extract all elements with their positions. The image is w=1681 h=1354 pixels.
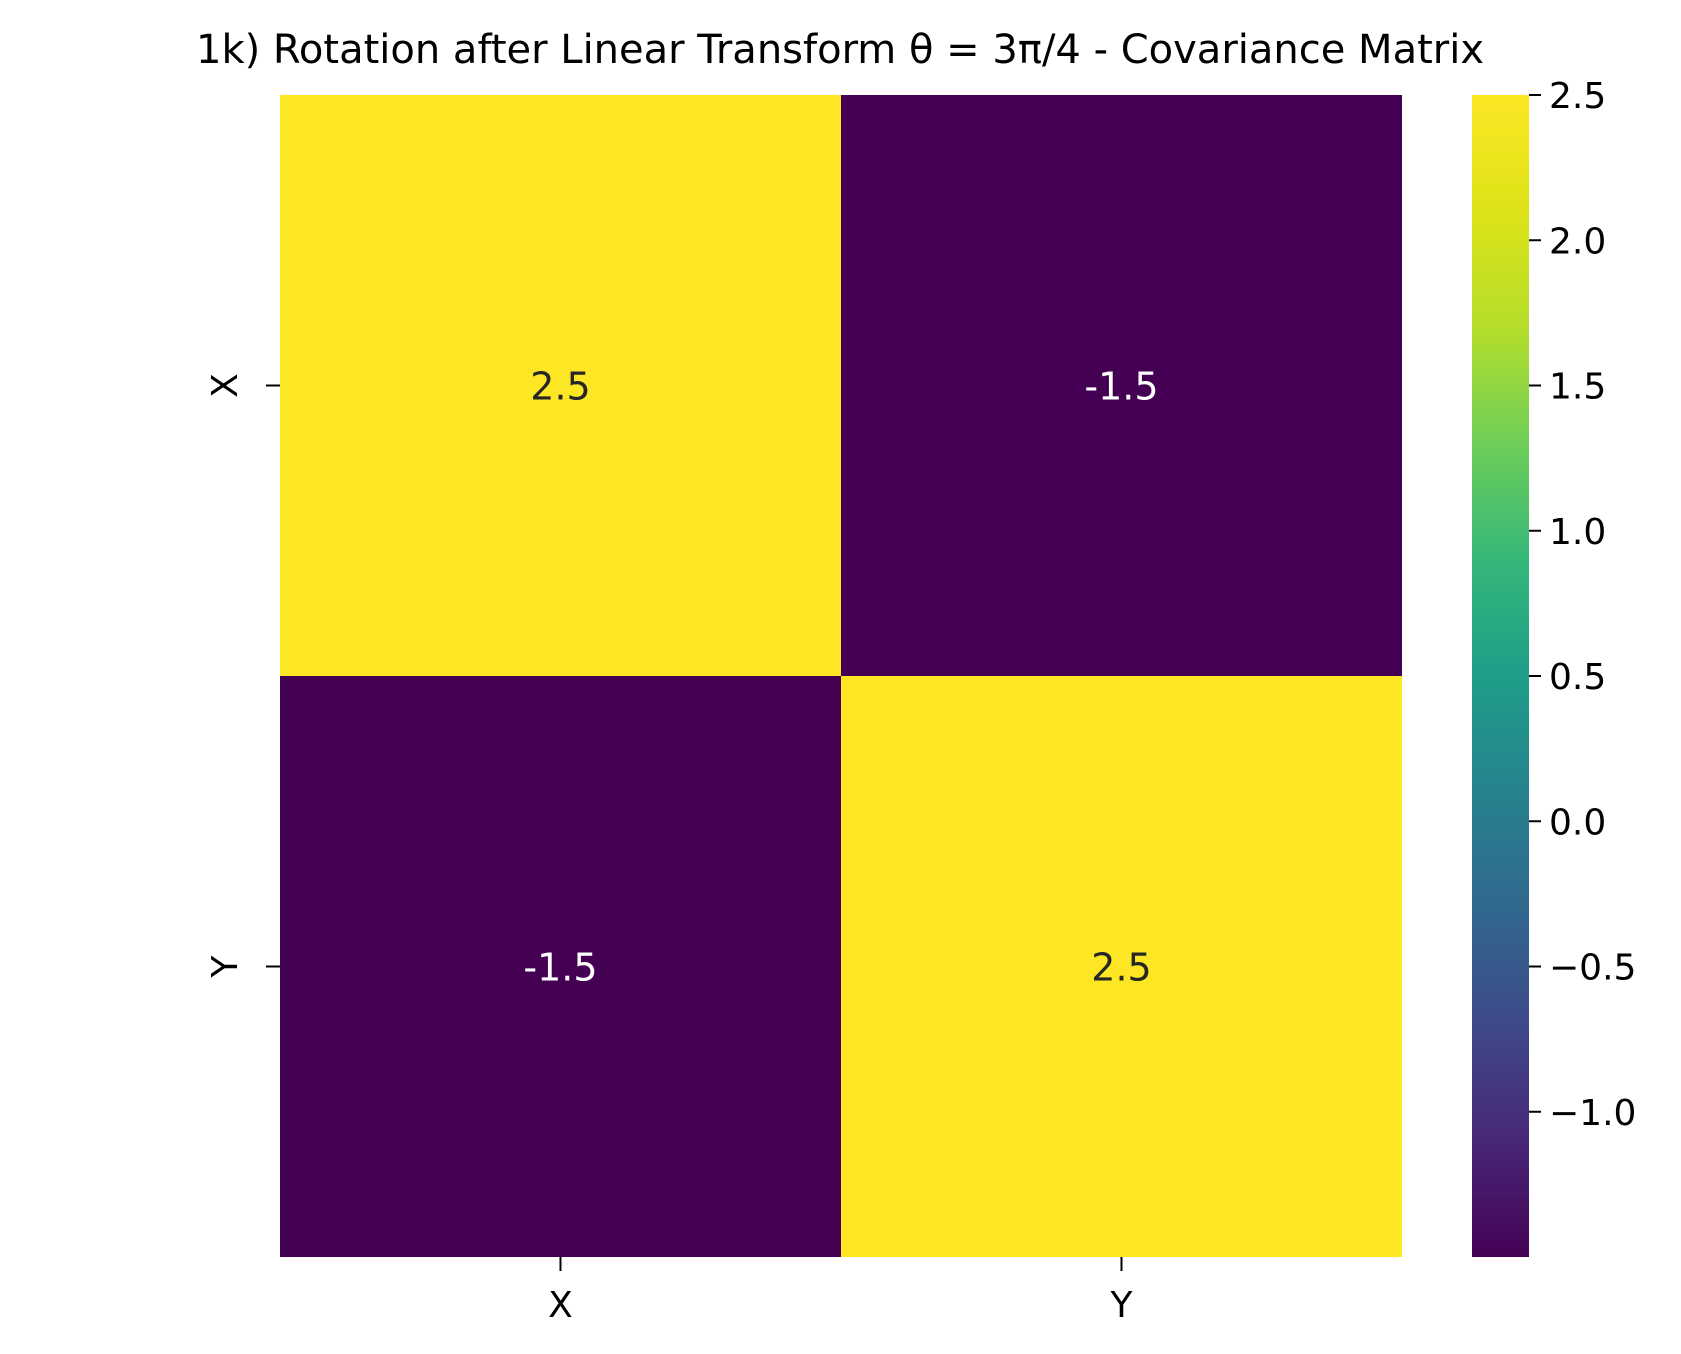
colorbar-tick-label: 0.5 xyxy=(1549,657,1606,698)
colorbar-tick-label: −0.5 xyxy=(1549,948,1636,989)
cell-annotation: -1.5 xyxy=(1084,365,1158,409)
colorbar-tick-label: 2.5 xyxy=(1549,76,1606,117)
heatmap-cell xyxy=(841,676,1402,1257)
colorbar-tick-label: 1.0 xyxy=(1549,512,1606,553)
x-tick-label: Y xyxy=(1110,1285,1134,1326)
cell-annotation: -1.5 xyxy=(523,946,597,990)
colorbar-tick-label: −1.0 xyxy=(1549,1093,1636,1134)
colorbar xyxy=(1472,95,1529,1257)
cell-annotation: 2.5 xyxy=(530,365,590,409)
colorbar-ticks: 2.5 2.0 1.5 1.0 0.5 0.0 −0.5 −1.0 xyxy=(1529,76,1636,1134)
colorbar-tick-label: 2.0 xyxy=(1549,221,1606,262)
y-axis: XY xyxy=(205,373,280,979)
chart-title: 1k) Rotation after Linear Transform θ = … xyxy=(196,27,1484,73)
cell-annotations: 2.5 -1.5 -1.5 2.5 xyxy=(523,365,1158,990)
cell-annotation: 2.5 xyxy=(1091,946,1151,990)
heatmap-cells xyxy=(280,95,1402,1257)
heatmap-cell xyxy=(841,95,1402,676)
heatmap-cell xyxy=(280,676,841,1257)
colorbar-tick-label: 1.5 xyxy=(1549,367,1606,408)
y-tick-label: X xyxy=(205,373,246,398)
heatmap-cell xyxy=(280,95,841,676)
y-tick-label: Y xyxy=(205,955,246,979)
colorbar-tick-label: 0.0 xyxy=(1549,802,1606,843)
x-tick-label: X xyxy=(548,1285,573,1326)
